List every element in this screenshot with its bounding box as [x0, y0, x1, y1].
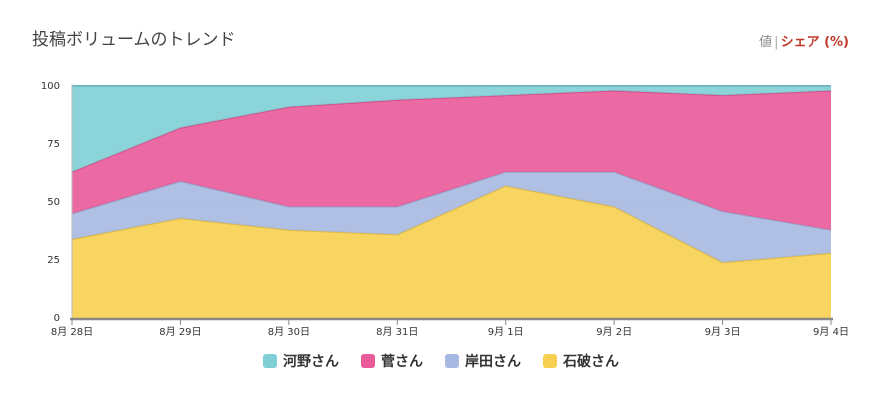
x-tick-label: 8月 31日 [376, 326, 418, 338]
y-tick-label: 75 [47, 139, 60, 150]
legend-label: 石破さん [563, 354, 619, 370]
stacked-area-chart: 0 25 50 75 100 8月 28日 8月 29日 8月 30日 8月 31日 9月 1日 9… [41, 81, 849, 338]
chart-legend: 河野さん 菅さん 岸田さん 石破さん [0, 351, 882, 371]
toggle-value-option[interactable]: 値 [759, 35, 773, 50]
x-tick-label: 8月 30日 [268, 326, 310, 338]
legend-label: 岸田さん [465, 354, 521, 370]
legend-swatch [361, 354, 375, 368]
legend-item[interactable]: 石破さん [543, 351, 619, 371]
legend-item[interactable]: 菅さん [361, 351, 423, 371]
x-tick-label: 8月 28日 [51, 326, 93, 338]
x-tick-label: 9月 1日 [488, 326, 524, 338]
y-tick-label: 25 [47, 255, 60, 266]
y-tick-label: 50 [47, 197, 60, 208]
toggle-share-option[interactable]: シェア (%) [780, 35, 849, 50]
area-series-3 [72, 86, 831, 172]
legend-swatch [445, 354, 459, 368]
x-tick-label: 9月 3日 [705, 326, 741, 338]
legend-item[interactable]: 河野さん [263, 351, 339, 371]
x-tick-label: 9月 4日 [813, 326, 849, 338]
chart-title: 投稿ボリュームのトレンド [32, 30, 236, 50]
legend-swatch [263, 354, 277, 368]
legend-item[interactable]: 岸田さん [445, 351, 521, 371]
legend-label: 河野さん [283, 354, 339, 370]
area-series-1 [72, 171, 831, 263]
area-series-2 [72, 90, 831, 230]
toggle-separator: | [774, 35, 779, 50]
x-tick-label: 8月 29日 [159, 326, 201, 338]
x-tick-label: 9月 2日 [596, 326, 632, 338]
y-tick-label: 0 [54, 313, 60, 324]
legend-label: 菅さん [381, 354, 423, 370]
value-share-toggle: 値 | シェア (%) [759, 31, 849, 50]
y-tick-label: 100 [41, 81, 60, 92]
legend-swatch [543, 354, 557, 368]
area-series-0 [72, 185, 831, 318]
